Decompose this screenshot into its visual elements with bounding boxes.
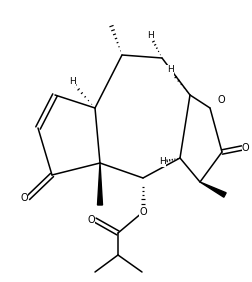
Text: H: H bbox=[147, 30, 153, 39]
Text: O: O bbox=[218, 95, 226, 105]
Polygon shape bbox=[98, 163, 103, 205]
Text: O: O bbox=[20, 193, 28, 203]
Polygon shape bbox=[200, 182, 226, 197]
Text: O: O bbox=[139, 207, 147, 217]
Text: H: H bbox=[167, 65, 173, 74]
Text: H: H bbox=[159, 158, 165, 166]
Text: H: H bbox=[69, 78, 75, 87]
Text: O: O bbox=[242, 143, 250, 153]
Text: O: O bbox=[87, 215, 95, 225]
